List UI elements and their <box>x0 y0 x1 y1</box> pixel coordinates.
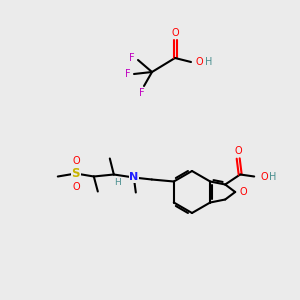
Text: O: O <box>72 155 80 166</box>
Text: O: O <box>196 57 204 67</box>
Text: S: S <box>72 167 80 180</box>
Text: H: H <box>269 172 277 182</box>
Text: F: F <box>125 69 131 79</box>
Text: H: H <box>205 57 212 67</box>
Text: H: H <box>114 178 121 187</box>
Text: O: O <box>234 146 242 157</box>
Text: O: O <box>239 187 247 197</box>
Text: N: N <box>129 172 138 182</box>
Text: O: O <box>72 182 80 191</box>
Text: O: O <box>260 172 268 182</box>
Text: F: F <box>139 88 145 98</box>
Text: F: F <box>129 53 135 63</box>
Text: O: O <box>171 28 179 38</box>
